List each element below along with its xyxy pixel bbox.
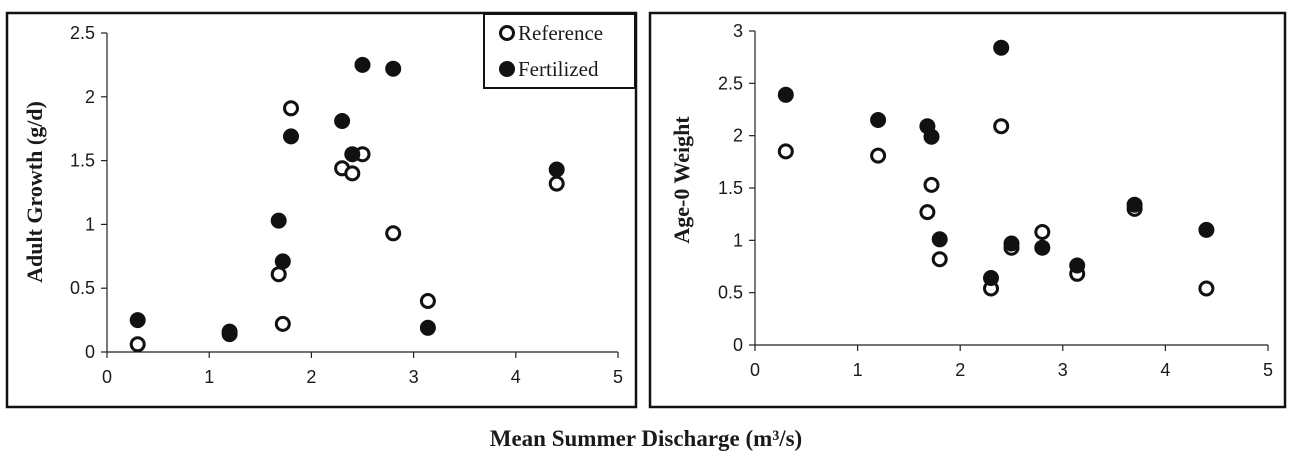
- age0-weight-x-tick-label: 3: [1058, 360, 1068, 380]
- age0-weight-x-tick-label: 5: [1263, 360, 1273, 380]
- age0-weight-fertilized-point: [1069, 257, 1086, 274]
- shared-x-axis-label: Mean Summer Discharge (m³/s): [490, 426, 802, 451]
- age0-weight-panel-frame: [648, 11, 1287, 409]
- age0-weight-reference-point: [1034, 224, 1051, 240]
- age0-weight-x-tick-label: 2: [955, 360, 965, 380]
- adult-growth-reference-point: [344, 165, 361, 182]
- age0-weight-fertilized-point: [777, 86, 794, 103]
- adult-growth-y-tick-label: 1.5: [70, 151, 95, 171]
- age0-weight-y-tick-label: 1.5: [718, 178, 743, 198]
- age0-weight-fertilized-point: [1126, 196, 1143, 213]
- adult-growth-fertilized-point: [270, 212, 287, 229]
- age0-weight-reference-point: [919, 204, 936, 221]
- adult-growth-reference-point: [548, 175, 565, 192]
- adult-growth-y-tick-label: 0.5: [70, 278, 95, 298]
- age0-weight-reference-point: [1198, 280, 1215, 297]
- adult-growth-y-tick-label: 2.5: [70, 23, 95, 43]
- adult-growth-reference-point: [283, 100, 299, 117]
- age0-weight-axes: 0 0.5 1 1.5 2 2.5 3 0 1 2 3 4 5: [718, 21, 1273, 380]
- adult-growth-y-tick-label: 1: [85, 214, 95, 234]
- age0-weight-reference-point: [777, 143, 794, 160]
- age0-weight-x-tick-label: 4: [1160, 360, 1170, 380]
- legend-fertilized-marker: [499, 61, 515, 77]
- age0-weight-fertilized-point: [923, 128, 940, 145]
- age0-weight-x-tick-label: 1: [853, 360, 863, 380]
- adult-growth-reference-point: [419, 293, 436, 309]
- adult-growth-x-tick-label: 5: [613, 367, 623, 387]
- age0-weight-fertilized-point: [931, 231, 948, 248]
- adult-growth-x-tick-label: 0: [102, 367, 112, 387]
- age0-weight-reference-point: [870, 147, 887, 164]
- age0-weight-fertilized-point: [983, 270, 999, 286]
- age0-weight-y-tick-label: 2: [733, 126, 743, 146]
- adult-growth-fertilized-point: [419, 319, 436, 336]
- adult-growth-marks: [129, 56, 565, 353]
- age0-weight-reference-point: [931, 251, 948, 268]
- age0-weight-x-tick-label: 0: [750, 360, 760, 380]
- adult-growth-y-tick-label: 0: [85, 342, 95, 362]
- adult-growth-x-tick-label: 3: [409, 367, 419, 387]
- adult-growth-fertilized-point: [334, 113, 351, 129]
- age0-weight-fertilized-point: [1198, 221, 1215, 238]
- adult-growth-x-tick-label: 1: [204, 367, 214, 387]
- adult-growth-axes: 0 0.5 1 1.5 2 2.5 0 1 2 3 4 5: [70, 23, 623, 387]
- adult-growth-x-tick-label: 2: [306, 367, 316, 387]
- age0-weight-y-tick-label: 0.5: [718, 283, 743, 303]
- age0-weight-y-tick-label: 3: [733, 21, 743, 41]
- adult-growth-fertilized-point: [221, 326, 238, 343]
- age0-weight-y-axis-label: Age-0 Weight: [669, 116, 694, 244]
- age0-weight-reference-point: [923, 176, 940, 193]
- adult-growth-fertilized-point: [283, 128, 299, 145]
- age0-weight-fertilized-point: [1034, 239, 1051, 256]
- legend: Reference Fertilized: [483, 13, 636, 89]
- age0-weight-y-tick-label: 2.5: [718, 73, 743, 93]
- adult-growth-reference-point: [385, 225, 402, 242]
- age0-weight-fertilized-point: [870, 112, 887, 128]
- adult-growth-reference-point: [274, 315, 291, 332]
- adult-growth-fertilized-point: [385, 60, 402, 77]
- legend-fertilized-label: Fertilized: [518, 57, 599, 81]
- adult-growth-reference-point: [270, 266, 287, 283]
- adult-growth-fertilized-point: [354, 56, 371, 73]
- adult-growth-y-axis-label: Adult Growth (g/d): [22, 101, 47, 283]
- age0-weight-y-tick-label: 1: [733, 230, 743, 250]
- age0-weight-marks: [777, 39, 1215, 297]
- adult-growth-x-tick-label: 4: [511, 367, 521, 387]
- age0-weight-fertilized-point: [993, 39, 1010, 56]
- adult-growth-y-tick-label: 2: [85, 87, 95, 107]
- age0-weight-y-tick-label: 0: [733, 335, 743, 355]
- age0-weight-reference-point: [993, 118, 1010, 135]
- age0-weight-fertilized-point: [1003, 235, 1020, 252]
- legend-reference-marker: [499, 25, 515, 41]
- age0-weight-panel: 0 0.5 1 1.5 2 2.5 3 0 1 2 3 4 5 Age-0 Weight: [648, 11, 1287, 409]
- legend-reference-label: Reference: [518, 21, 603, 45]
- adult-growth-fertilized-point: [129, 312, 146, 329]
- adult-growth-fertilized-point: [274, 253, 291, 270]
- adult-growth-panel: 0 0.5 1 1.5 2 2.5 0 1 2 3 4 5 Adult Growth (g/d) Re…: [5, 11, 638, 409]
- adult-growth-fertilized-point: [344, 146, 361, 163]
- adult-growth-reference-point: [129, 336, 146, 353]
- adult-growth-fertilized-point: [548, 161, 565, 178]
